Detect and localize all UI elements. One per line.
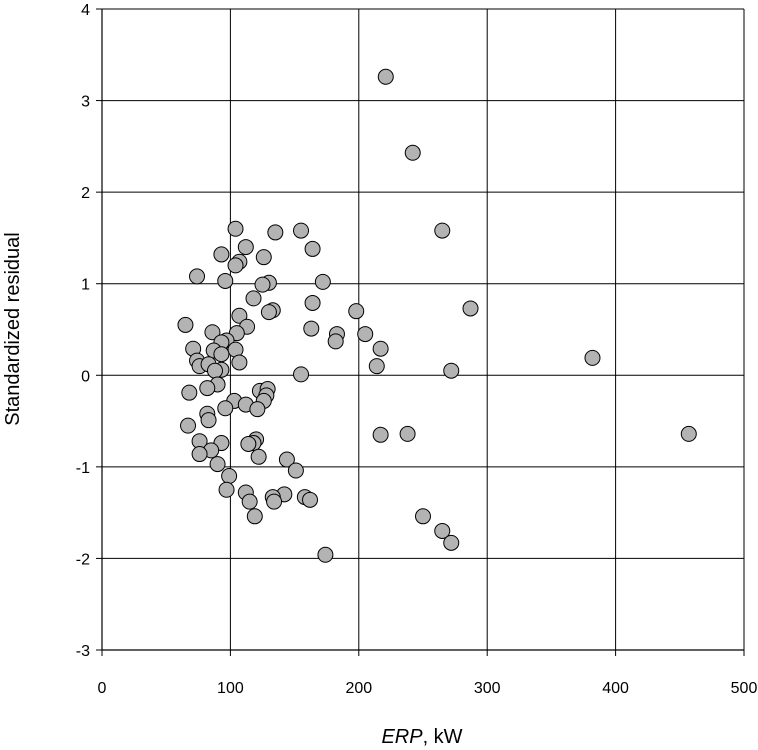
data-point [584,349,601,366]
data-point [680,425,697,442]
x-tick-label: 300 [474,680,501,697]
data-point [181,384,198,401]
y-tick-label: 3 [81,94,90,111]
x-tick-label: 500 [731,680,758,697]
data-point [317,546,334,563]
data-point [231,307,248,324]
data-point [293,222,310,239]
data-point [399,425,416,442]
data-points [177,68,697,563]
y-tick-label: 2 [81,185,90,202]
data-point [293,366,310,383]
data-point [443,534,460,551]
data-point [180,417,197,434]
data-point [206,362,223,379]
data-point [434,222,451,239]
x-tick-label: 100 [217,680,244,697]
data-point [227,257,244,274]
data-point [255,249,272,266]
data-point [209,456,226,473]
y-tick-label: 1 [81,277,90,294]
data-point [217,400,234,417]
data-point [266,493,283,510]
data-point [227,220,244,237]
data-point [372,340,389,357]
data-point [462,300,479,317]
tick-labels: -3 -2 -1 0 1 2 3 4 0 100 200 300 400 500 [76,2,758,697]
data-point [213,346,230,363]
data-point [245,290,262,307]
data-point [177,316,194,333]
grid [102,8,745,650]
data-point [231,354,248,371]
data-point [249,401,266,418]
data-point [357,326,374,343]
data-point [404,144,421,161]
data-point [267,224,284,241]
data-point [199,380,216,397]
y-axis-title: Standardized residual [2,232,24,425]
x-axis-title-italic: ERP [381,726,423,748]
data-point [304,294,321,311]
data-point [304,240,321,257]
data-point [218,481,235,498]
x-axis-title-unit: , kW [423,726,463,748]
x-axis-title: ERP, kW [381,726,462,748]
y-tick-label: 4 [81,2,90,19]
data-point [217,272,234,289]
y-tick-label: -2 [76,551,90,568]
data-point [303,320,320,337]
data-point [246,508,263,525]
data-point [302,491,319,508]
y-tick-label: -1 [76,460,90,477]
data-point [191,446,208,463]
data-point [327,333,344,350]
y-tick-label: -3 [76,643,90,660]
data-point [260,304,277,321]
axes [96,8,745,656]
data-point [368,358,385,375]
data-point [443,362,460,379]
data-point [240,435,257,452]
data-point [204,324,221,341]
x-tick-label: 0 [98,680,107,697]
data-point [348,303,365,320]
x-tick-label: 400 [602,680,629,697]
data-point [377,68,394,85]
data-point [213,246,230,263]
y-tick-label: 0 [81,368,90,385]
data-point [278,451,295,468]
data-point [237,239,254,256]
data-point [372,426,389,443]
data-point [434,522,451,539]
data-point [314,273,331,290]
data-point [415,508,431,525]
x-tick-label: 200 [345,680,372,697]
data-point [287,462,304,479]
data-point [189,268,206,285]
data-point [250,448,267,465]
data-point [241,493,258,510]
data-point [200,412,217,429]
data-point [254,276,271,293]
data-point [221,468,238,485]
